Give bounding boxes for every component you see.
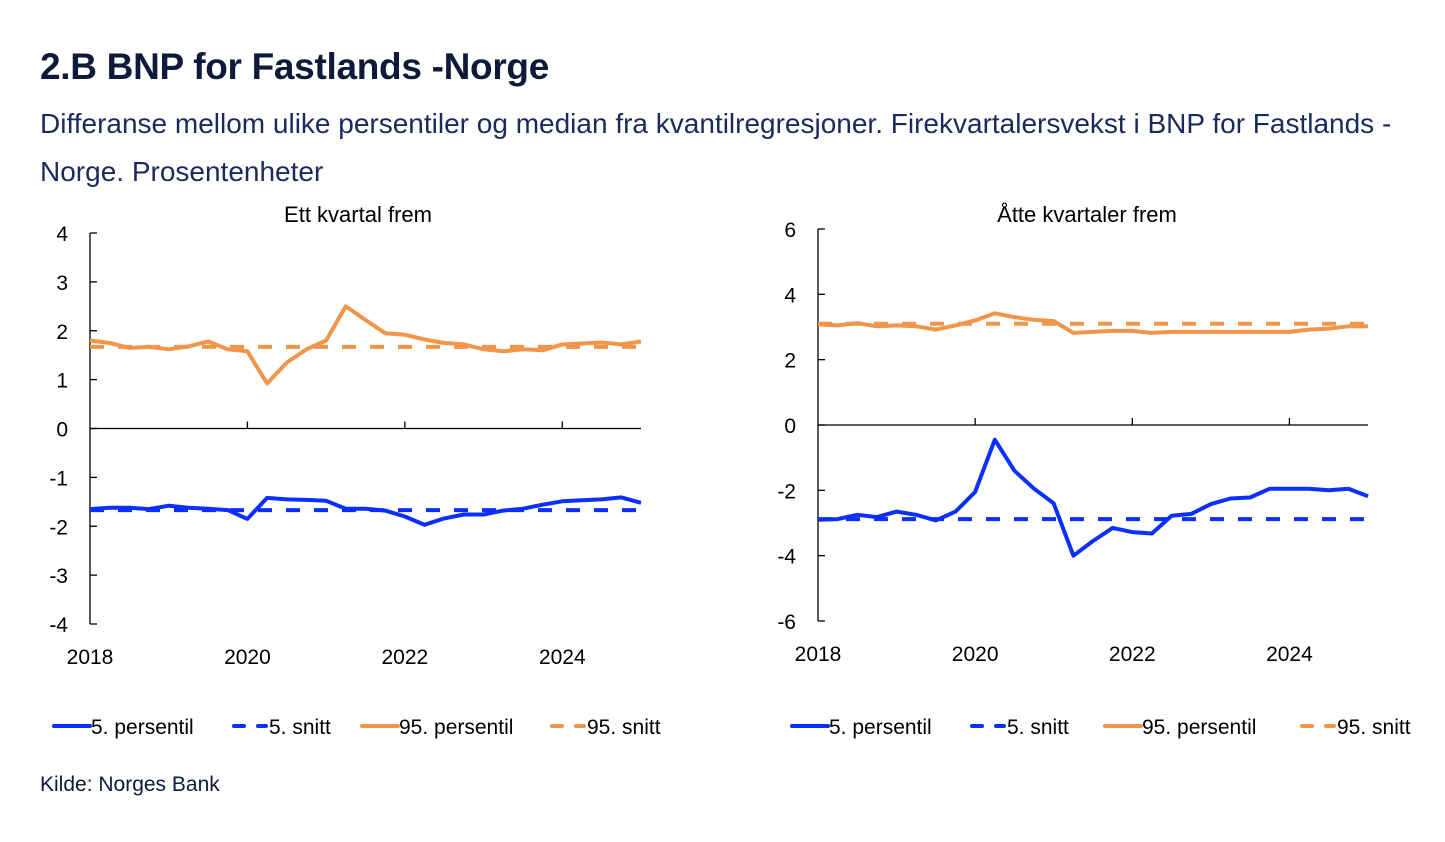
page-title: 2.B BNP for Fastlands -Norge <box>40 46 550 87</box>
series-line-95-persentil <box>89 304 642 386</box>
x-tick-label: 2018 <box>795 643 842 666</box>
legend-label: 5. persentil <box>829 716 932 739</box>
y-tick-label: 2 <box>784 350 796 373</box>
y-tick-label: -1 <box>49 467 68 490</box>
legend-label: 95. persentil <box>1142 716 1256 739</box>
series-line-5-persentil <box>89 495 642 527</box>
y-tick-label: -4 <box>49 614 68 637</box>
chart-panel-2: Åtte kvartaler frem 6 4 2 0 -2 -4 -6 2018 2020 202… <box>777 202 1410 739</box>
legend-item: 5. snitt <box>970 716 1069 739</box>
y-tick-label: 2 <box>56 321 68 344</box>
y-tick-label: 0 <box>784 415 796 438</box>
y-tick-label: 6 <box>784 219 796 242</box>
x-tick-label: 2018 <box>67 646 114 669</box>
legend-item: 95. snitt <box>550 716 661 739</box>
panel-title: Åtte kvartaler frem <box>997 202 1177 227</box>
legend-item: 5. persentil <box>52 716 194 739</box>
legend: 5. persentil 5. snitt 95. persentil 95. sni… <box>52 716 661 739</box>
y-tick-label: -2 <box>49 516 68 539</box>
legend-label: 95. persentil <box>399 716 513 739</box>
legend-label: 95. snitt <box>587 716 661 739</box>
legend-item: 95. persentil <box>360 716 513 739</box>
page-subtitle: Differanse mellom ulike persentiler og m… <box>40 108 1392 187</box>
x-tick-label: 2022 <box>381 646 428 669</box>
legend-label: 5. snitt <box>1007 716 1069 739</box>
y-tick-label: -3 <box>49 565 68 588</box>
legend-item: 5. persentil <box>790 716 932 739</box>
y-tick-label: -2 <box>777 480 796 503</box>
panel-title: Ett kvartal frem <box>284 202 432 227</box>
legend-label: 5. snitt <box>269 716 331 739</box>
source-note: Kilde: Norges Bank <box>40 773 220 796</box>
x-tick-label: 2022 <box>1109 643 1156 666</box>
series-line-5-persentil <box>817 437 1369 558</box>
legend-label: 5. persentil <box>91 716 194 739</box>
x-tick-label: 2020 <box>952 643 999 666</box>
y-tick-label: 1 <box>56 370 68 393</box>
y-tick-label: -4 <box>777 546 796 569</box>
legend-item: 95. snitt <box>1300 716 1411 739</box>
x-tick-label: 2020 <box>224 646 271 669</box>
legend-item: 5. snitt <box>232 716 331 739</box>
series-line-95-persentil <box>817 311 1368 335</box>
legend: 5. persentil 5. snitt 95. persentil 95. sni… <box>790 716 1411 739</box>
x-tick-label: 2024 <box>539 646 586 669</box>
y-tick-label: 3 <box>56 272 68 295</box>
chart-panel-1: Ett kvartal frem 4 3 2 1 0 -1 -2 -3 -4 2018 2020 202… <box>49 202 660 739</box>
legend-item: 95. persentil <box>1103 716 1256 739</box>
y-tick-label: -6 <box>777 611 796 634</box>
legend-label: 95. snitt <box>1337 716 1411 739</box>
y-tick-label: 4 <box>56 223 68 246</box>
x-tick-label: 2024 <box>1266 643 1313 666</box>
y-tick-label: 0 <box>56 419 68 442</box>
y-tick-label: 4 <box>784 284 796 307</box>
